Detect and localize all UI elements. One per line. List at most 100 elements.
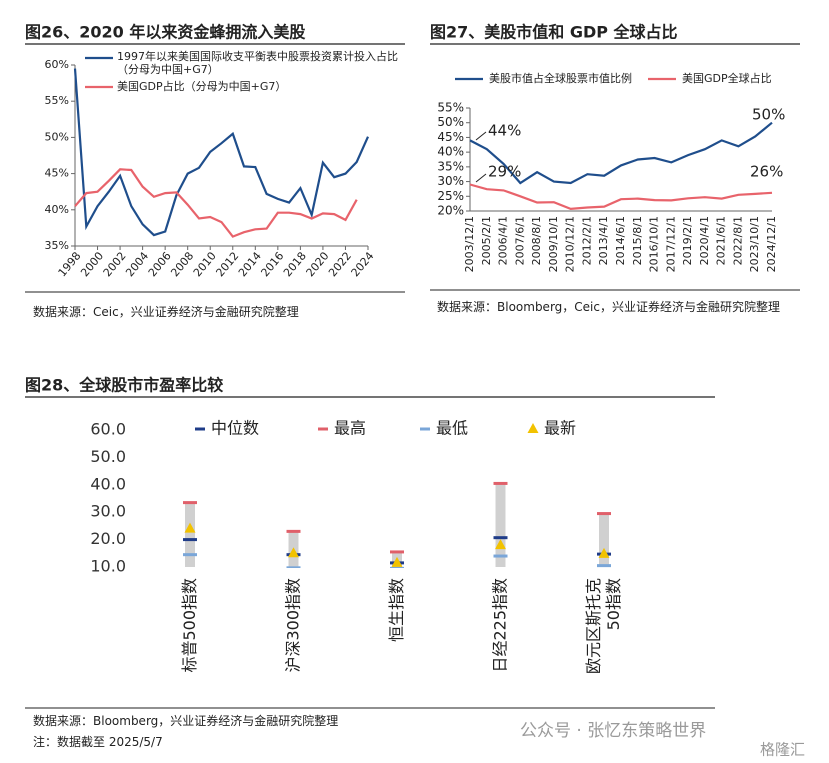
source: 数据来源：Bloomberg，兴业证券经济与金融研究院整理 [33,714,339,728]
x-tick-label: 2012/2/1 [580,216,593,265]
x-tick-label-box: 恒生指数 [387,578,406,642]
latest-marker [391,556,403,567]
x-tick-label: 2015/8/1 [631,216,644,265]
dash-marker [493,536,508,540]
dash-marker [183,553,197,557]
x-tick-label: 2016 [258,250,286,280]
y-tick-label: 60% [45,58,69,71]
x-tick-label: 2003/12/1 [463,216,476,272]
legend-label: 美股市值占全球股票市值比例 [489,72,632,85]
legend-marker [420,427,430,431]
x-tick-label: 标普500指数 [180,578,199,673]
y-tick-label: 45% [437,130,464,144]
x-tick-label: 1998 [56,250,84,280]
dash-marker [597,564,611,568]
watermark: 公众号 · 张忆东策略世界 [520,721,706,741]
source: 数据来源：Ceic，兴业证券经济与金融研究院整理 [33,305,299,319]
latest-marker [598,547,610,558]
x-tick-label: 2024/12/1 [765,216,778,272]
legend-marker [195,427,205,431]
legend-label-box: 美国GDP全球占比 [682,72,772,85]
legend-label: 最新 [544,419,576,438]
source-box: 数据来源：Bloomberg，兴业证券经济与金融研究院整理 [33,714,339,728]
x-tick-label-box: 日经225指数 [490,578,510,673]
chart-title: 图28、全球股市市盈率比较 [25,376,223,395]
chart-title: 图26、2020 年以来资金蜂拥流入美股 [25,23,306,42]
x-tick-label: 2000 [78,250,106,280]
dash-marker [286,566,301,568]
dash-marker [493,481,508,485]
dash-marker [183,538,197,542]
x-tick-label: 2014 [236,250,264,280]
leader [475,173,487,183]
x-tick-label: 2018 [281,250,309,280]
dash-marker [390,566,404,568]
x-tick-label: 2013/4/1 [597,216,610,265]
legend-label: 美国GDP全球占比 [682,72,772,85]
latest-marker [495,539,506,550]
legend-marker [318,427,328,431]
source: 数据来源：Bloomberg，Ceic，兴业证券经济与金融研究院整理 [437,300,780,314]
x-tick-label: 2016/10/1 [648,216,661,272]
chart-title: 图27、美股市值和 GDP 全球占比 [430,23,678,42]
x-tick-label: 2008/8/1 [530,216,543,265]
x-tick-label: 2010/12/1 [564,216,577,272]
x-tick-label: 2022 [326,250,354,280]
annotation: 26% [750,163,783,181]
x-tick-label: 2012 [213,250,241,280]
plot [183,481,611,568]
y-tick-label: 35% [437,159,464,173]
y-tick-label: 30.0 [90,502,126,521]
y-tick-label: 50% [45,130,69,143]
legend-label: 中位数 [211,419,259,438]
x-tick-label: 2006/4/1 [497,216,510,265]
y-tick-label: 20% [437,204,464,218]
x-tick-label: 2008 [168,250,196,280]
annotation: 50% [752,106,785,124]
annotation: 29% [488,163,521,181]
x-tick-label: 欧元区斯托克50指数 [584,578,623,675]
x-tick-label: 日经225指数 [490,578,510,673]
series-line [469,121,773,185]
legend-marker [527,423,539,433]
x-tick-label-box: 沪深300指数 [283,578,303,673]
legend-label: 最高 [334,419,366,438]
x-tick-label: 2014/6/1 [614,216,627,265]
x-tick-label-box: 欧元区斯托克50指数 [584,578,623,675]
range-bar [495,483,506,567]
y-tick-label: 10.0 [90,557,126,576]
watermark: 格隆汇 [760,741,805,759]
legend-label: 1997年以来美国国际收支平衡表中股票投资累计投入占比（分母为中国+G7） [117,50,398,76]
dash-marker [183,501,197,505]
range-bar [185,502,195,567]
x-tick-label: 2006 [146,250,174,280]
x-tick-label: 2019/2/1 [681,216,694,265]
y-tick-label: 50.0 [90,447,126,466]
legend-label-box: 美国GDP占比（分母为中国+G7） [117,80,286,93]
x-tick-label: 2023/10/1 [748,216,761,272]
y-tick-label: 30% [437,174,464,188]
x-tick-label: 2020/4/1 [698,216,711,265]
x-tick-label: 2009/10/1 [547,216,560,272]
x-tick-label: 2022/8/1 [731,216,744,265]
series-line [73,68,370,237]
x-tick-label-box: 标普500指数 [180,578,199,673]
x-tick-label: 2005/2/1 [480,216,493,265]
x-tick-label: 2021/6/1 [715,216,728,265]
leader [475,131,487,141]
x-tick-label: 沪深300指数 [283,578,303,673]
dash-marker [493,554,508,558]
y-tick-label: 25% [437,189,464,203]
legend-label-box: 美股市值占全球股票市值比例 [489,72,632,85]
legend-label: 最低 [436,419,468,438]
range-bar [599,513,609,567]
x-tick-label: 2004 [123,250,151,280]
y-tick-label: 55% [437,101,464,115]
y-tick-label: 60.0 [90,420,126,439]
y-tick-label: 55% [45,94,69,107]
y-tick-label: 45% [45,167,69,180]
source-box: 数据来源：Ceic，兴业证券经济与金融研究院整理 [33,305,299,319]
y-tick-label: 35% [45,239,69,252]
legend-label-box: 1997年以来美国国际收支平衡表中股票投资累计投入占比（分母为中国+G7） [117,50,398,76]
y-tick-label: 40.0 [90,474,126,493]
